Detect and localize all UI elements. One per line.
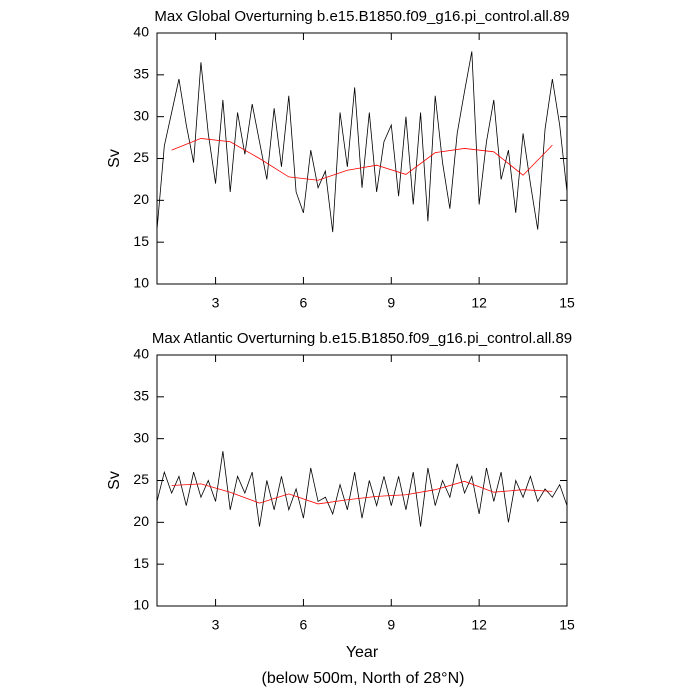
chart-title: Max Atlantic Overturning b.e15.B1850.f09… (152, 330, 572, 347)
x-tick-label: 9 (387, 295, 395, 311)
x-tick-label: 3 (212, 295, 220, 311)
x-tick-label: 6 (300, 617, 308, 633)
y-axis-label: Sv (106, 471, 123, 490)
x-tick-label: 6 (300, 295, 308, 311)
y-tick-label: 35 (133, 388, 149, 404)
y-tick-label: 10 (133, 597, 149, 613)
series-line (156, 51, 568, 233)
series-line (171, 138, 553, 181)
series-line (171, 480, 553, 505)
y-tick-label: 40 (133, 24, 149, 40)
series-line (156, 451, 568, 527)
y-tick-label: 35 (133, 66, 149, 82)
footnote: (below 500m, North of 28°N) (262, 670, 465, 687)
y-tick-label: 40 (133, 346, 149, 362)
chart-title: Max Global Overturning b.e15.B1850.f09_g… (154, 8, 569, 25)
x-tick-label: 12 (471, 295, 487, 311)
x-tick-label: 9 (387, 617, 395, 633)
y-tick-label: 20 (133, 191, 149, 207)
x-axis-label: Year (346, 644, 379, 661)
y-tick-label: 25 (133, 471, 149, 487)
x-tick-label: 3 (212, 617, 220, 633)
x-tick-label: 15 (559, 617, 575, 633)
y-tick-label: 15 (133, 233, 149, 249)
plot-frame (156, 32, 568, 285)
y-tick-label: 30 (133, 107, 149, 123)
x-tick-label: 15 (559, 295, 575, 311)
y-tick-label: 10 (133, 275, 149, 291)
y-tick-label: 25 (133, 149, 149, 165)
y-axis-label: Sv (106, 149, 123, 168)
y-tick-label: 20 (133, 513, 149, 529)
y-tick-label: 15 (133, 555, 149, 571)
x-tick-label: 12 (471, 617, 487, 633)
plot-frame (156, 354, 568, 607)
y-tick-label: 30 (133, 429, 149, 445)
